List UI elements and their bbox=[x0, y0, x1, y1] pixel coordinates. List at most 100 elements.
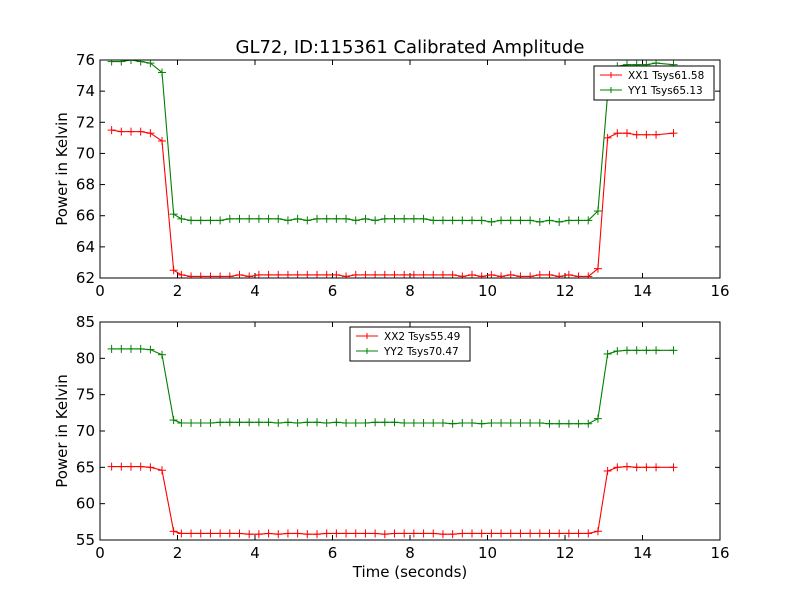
bottom-x-axis-label: Time (seconds) bbox=[352, 563, 468, 581]
bottom-series-yy-point bbox=[361, 419, 370, 428]
bottom-series-xx-point bbox=[526, 529, 535, 538]
bottom-y-tick-label: 75 bbox=[76, 386, 95, 404]
bottom-x-tick-label: 8 bbox=[405, 544, 415, 562]
bottom-series-group bbox=[107, 344, 678, 539]
bottom-series-yy-point bbox=[216, 418, 225, 427]
top-series-xx-point bbox=[342, 272, 351, 278]
bottom-series-xx-point bbox=[206, 529, 215, 538]
top-series-yy-point bbox=[593, 207, 602, 216]
bottom-series-xx-point bbox=[419, 529, 428, 538]
top-series-yy-point bbox=[555, 217, 564, 226]
bottom-y-tick-label: 85 bbox=[76, 313, 95, 331]
top-series-yy-line bbox=[111, 60, 674, 223]
bottom-series-xx-point bbox=[438, 530, 447, 539]
bottom-series-xx-point bbox=[177, 529, 186, 538]
bottom-series-yy-point bbox=[283, 418, 292, 427]
bottom-series-yy-point bbox=[169, 416, 178, 425]
top-series-yy-point bbox=[342, 214, 351, 223]
top-series-yy-point bbox=[313, 214, 321, 223]
bottom-series-yy-point bbox=[642, 346, 651, 355]
top-series-yy-point bbox=[235, 214, 244, 223]
top-series-yy-point bbox=[448, 216, 457, 225]
top-series-yy-point bbox=[487, 217, 496, 226]
top-x-tick-label: 8 bbox=[405, 282, 415, 300]
bottom-series-xx-point bbox=[361, 529, 370, 538]
top-series-xx-point bbox=[613, 129, 622, 138]
top-series-yy-point bbox=[351, 216, 360, 225]
top-series-yy-point bbox=[254, 214, 263, 223]
bottom-series-yy-point bbox=[351, 419, 360, 428]
top-series-yy-point bbox=[506, 216, 515, 225]
top-series-yy-point bbox=[158, 68, 166, 77]
bottom-series-yy-point bbox=[564, 419, 573, 428]
top-series-yy-point bbox=[136, 60, 145, 66]
top-series-yy-point bbox=[187, 216, 196, 225]
bottom-series-yy-point bbox=[623, 346, 631, 355]
bottom-series-xx-point bbox=[516, 529, 525, 538]
bottom-series-xx-point bbox=[652, 463, 661, 472]
top-series-yy-point bbox=[419, 214, 428, 223]
top-series-yy-point bbox=[274, 214, 283, 223]
bottom-series-yy-point bbox=[254, 418, 263, 427]
top-x-tick-label: 2 bbox=[173, 282, 183, 300]
bottom-series-xx-point bbox=[225, 529, 234, 538]
bottom-series-yy-point bbox=[303, 418, 312, 427]
bottom-series-xx-point bbox=[332, 529, 341, 538]
bottom-series-yy-point bbox=[245, 418, 254, 427]
top-series-xx-point bbox=[593, 264, 602, 273]
bottom-series-xx-point bbox=[127, 462, 135, 471]
top-series-yy-point bbox=[225, 214, 234, 223]
top-series-xx-point bbox=[652, 130, 661, 139]
bottom-series-yy-point bbox=[438, 419, 447, 428]
top-series-yy-point bbox=[303, 216, 312, 225]
bottom-series-yy-point bbox=[516, 419, 525, 428]
bottom-series-xx-point bbox=[429, 529, 438, 538]
bottom-series-xx-point bbox=[371, 529, 380, 538]
bottom-series-xx-point bbox=[564, 529, 573, 538]
top-legend: XX1 Tsys61.58 YY1 Tsys65.13 bbox=[593, 65, 715, 101]
top-series-xx-point bbox=[216, 272, 225, 278]
bottom-series-xx-point bbox=[158, 466, 166, 475]
bottom-series-xx-point bbox=[264, 529, 273, 538]
bottom-series-xx-point bbox=[545, 529, 554, 538]
top-x-tick-label: 14 bbox=[633, 282, 652, 300]
bottom-series-xx-point bbox=[283, 529, 292, 538]
top-series-xx-point bbox=[225, 272, 234, 278]
top-legend-box bbox=[593, 65, 715, 101]
bottom-series-yy-point bbox=[225, 418, 234, 427]
top-legend-entry: XX1 Tsys61.58 bbox=[600, 70, 704, 82]
top-y-axis-label: Power in Kelvin bbox=[53, 112, 71, 226]
top-plot-frame bbox=[99, 59, 721, 279]
top-series-yy-point bbox=[564, 216, 573, 225]
bottom-series-xx-point bbox=[642, 463, 651, 472]
bottom-series-xx-point bbox=[400, 529, 409, 538]
bottom-series-xx-point bbox=[613, 463, 622, 472]
top-series-xx-point bbox=[603, 133, 612, 142]
top-series-yy-point bbox=[361, 214, 370, 223]
bottom-y-tick-label: 60 bbox=[76, 495, 95, 513]
bottom-series-xx-point bbox=[603, 466, 612, 475]
bottom-series-xx-point bbox=[235, 529, 244, 538]
top-series-xx-point bbox=[497, 272, 506, 278]
bottom-series-yy-point bbox=[380, 418, 389, 427]
bottom-series-yy-point bbox=[535, 419, 544, 428]
bottom-series-xx-point bbox=[146, 463, 155, 472]
chart-title: GL72, ID:115361 Calibrated Amplitude bbox=[236, 37, 585, 58]
bottom-series-xx-point bbox=[169, 527, 178, 536]
top-series-xx-point bbox=[477, 272, 486, 278]
bottom-series-xx-point bbox=[196, 529, 205, 538]
bottom-series-xx-point bbox=[487, 529, 496, 538]
top-x-tick-label: 10 bbox=[478, 282, 497, 300]
bottom-plot-frame bbox=[99, 321, 721, 541]
bottom-series-xx-point bbox=[107, 462, 116, 471]
bottom-series-xx-point bbox=[303, 530, 312, 539]
top-series-yy-point bbox=[283, 216, 292, 225]
bottom-series-xx-point bbox=[584, 529, 593, 538]
top-series-xx-point bbox=[245, 272, 254, 278]
top-series-yy-point bbox=[169, 210, 178, 219]
top-series-yy-point bbox=[117, 60, 126, 66]
bottom-series-yy-point bbox=[506, 419, 515, 428]
bottom-series-yy-point bbox=[117, 344, 126, 353]
top-series-yy-point bbox=[245, 214, 254, 223]
top-x-tick-label: 0 bbox=[95, 282, 105, 300]
